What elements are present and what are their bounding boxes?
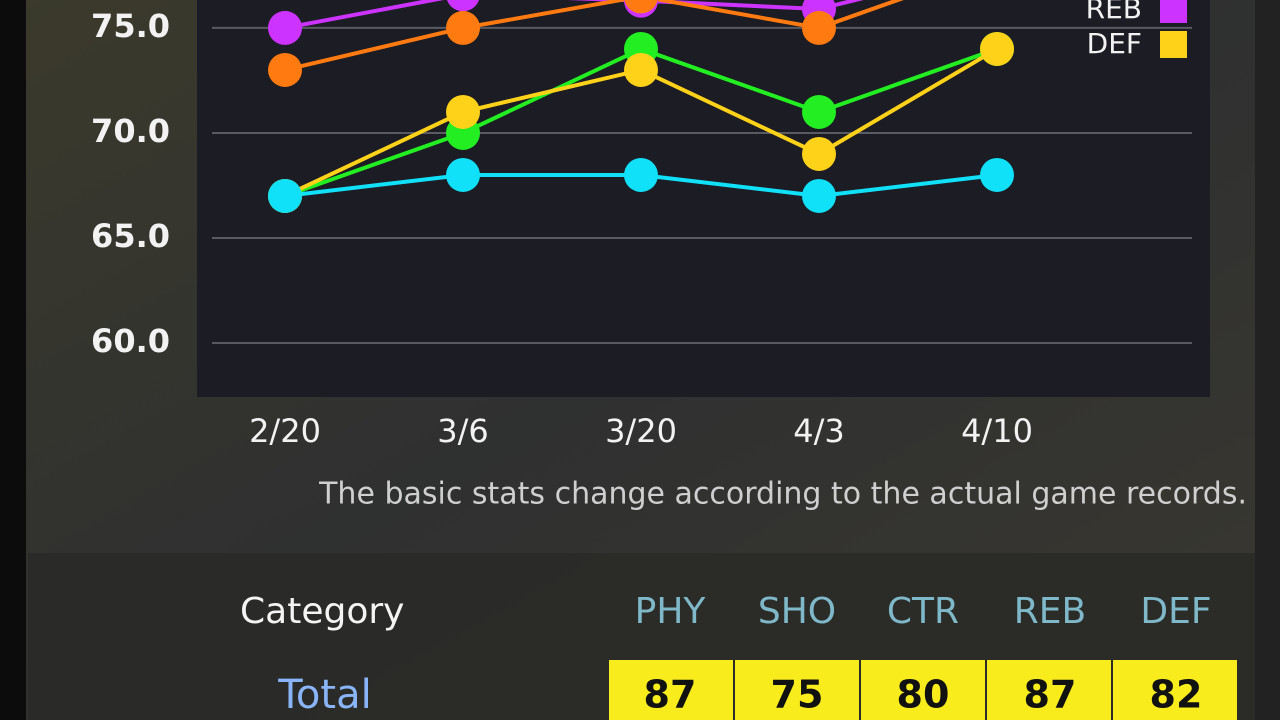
legend-swatch: [1160, 31, 1187, 58]
cell-value: 82: [1150, 673, 1203, 717]
stats-table: Category PHY SHO CTR REB DEF Total 87 75 80 87 82: [240, 591, 1237, 722]
data-point: [802, 178, 836, 213]
right-edge: [1255, 0, 1280, 720]
left-edge: [0, 0, 26, 720]
series-line: [284, 0, 904, 72]
cell: [735, 660, 859, 722]
cell: [861, 660, 985, 722]
column-header: PHY: [635, 591, 707, 632]
legend-label: DEF: [1087, 27, 1142, 60]
data-point: [624, 0, 658, 14]
row-header-label: Category: [240, 591, 404, 632]
legend-label: REB: [1086, 0, 1142, 25]
cell-value: 87: [644, 673, 697, 717]
column-header: SHO: [758, 591, 836, 632]
y-tick-label: 65.0: [91, 217, 170, 255]
y-tick-label: 60.0: [91, 322, 170, 360]
legend-swatch: [1160, 0, 1187, 23]
data-point: [268, 52, 302, 87]
cell-value: 80: [897, 673, 950, 717]
y-tick-label: 75.0: [91, 7, 170, 45]
column-header: DEF: [1140, 591, 1211, 632]
data-point: [268, 178, 302, 213]
column-header: REB: [1014, 591, 1086, 632]
cell: [987, 660, 1111, 722]
data-point: [802, 10, 836, 45]
x-tick-label: 3/20: [605, 412, 677, 450]
data-point: [446, 0, 480, 12]
cell-value: 87: [1024, 673, 1077, 717]
data-point: [802, 136, 836, 171]
data-point: [268, 10, 302, 45]
data-point: [446, 10, 480, 45]
data-point: [624, 52, 658, 87]
x-tick-label: 4/10: [961, 412, 1033, 450]
row-label: Total: [277, 672, 371, 718]
column-header: CTR: [887, 591, 959, 632]
x-tick-label: 3/6: [437, 412, 489, 450]
x-tick-label: 4/3: [793, 412, 845, 450]
cell-value: 75: [771, 673, 824, 717]
data-point: [980, 157, 1014, 192]
chart-panel: [197, 0, 1210, 397]
x-tick-label: 2/20: [249, 412, 321, 450]
data-point: [802, 94, 836, 129]
data-point: [446, 157, 480, 192]
caption: The basic stats change according to the …: [318, 477, 1247, 512]
data-point: [446, 94, 480, 129]
data-point: [624, 157, 658, 192]
data-point: [980, 31, 1014, 66]
cell: [1113, 660, 1237, 722]
cell: [609, 660, 733, 722]
y-tick-label: 70.0: [91, 112, 170, 150]
